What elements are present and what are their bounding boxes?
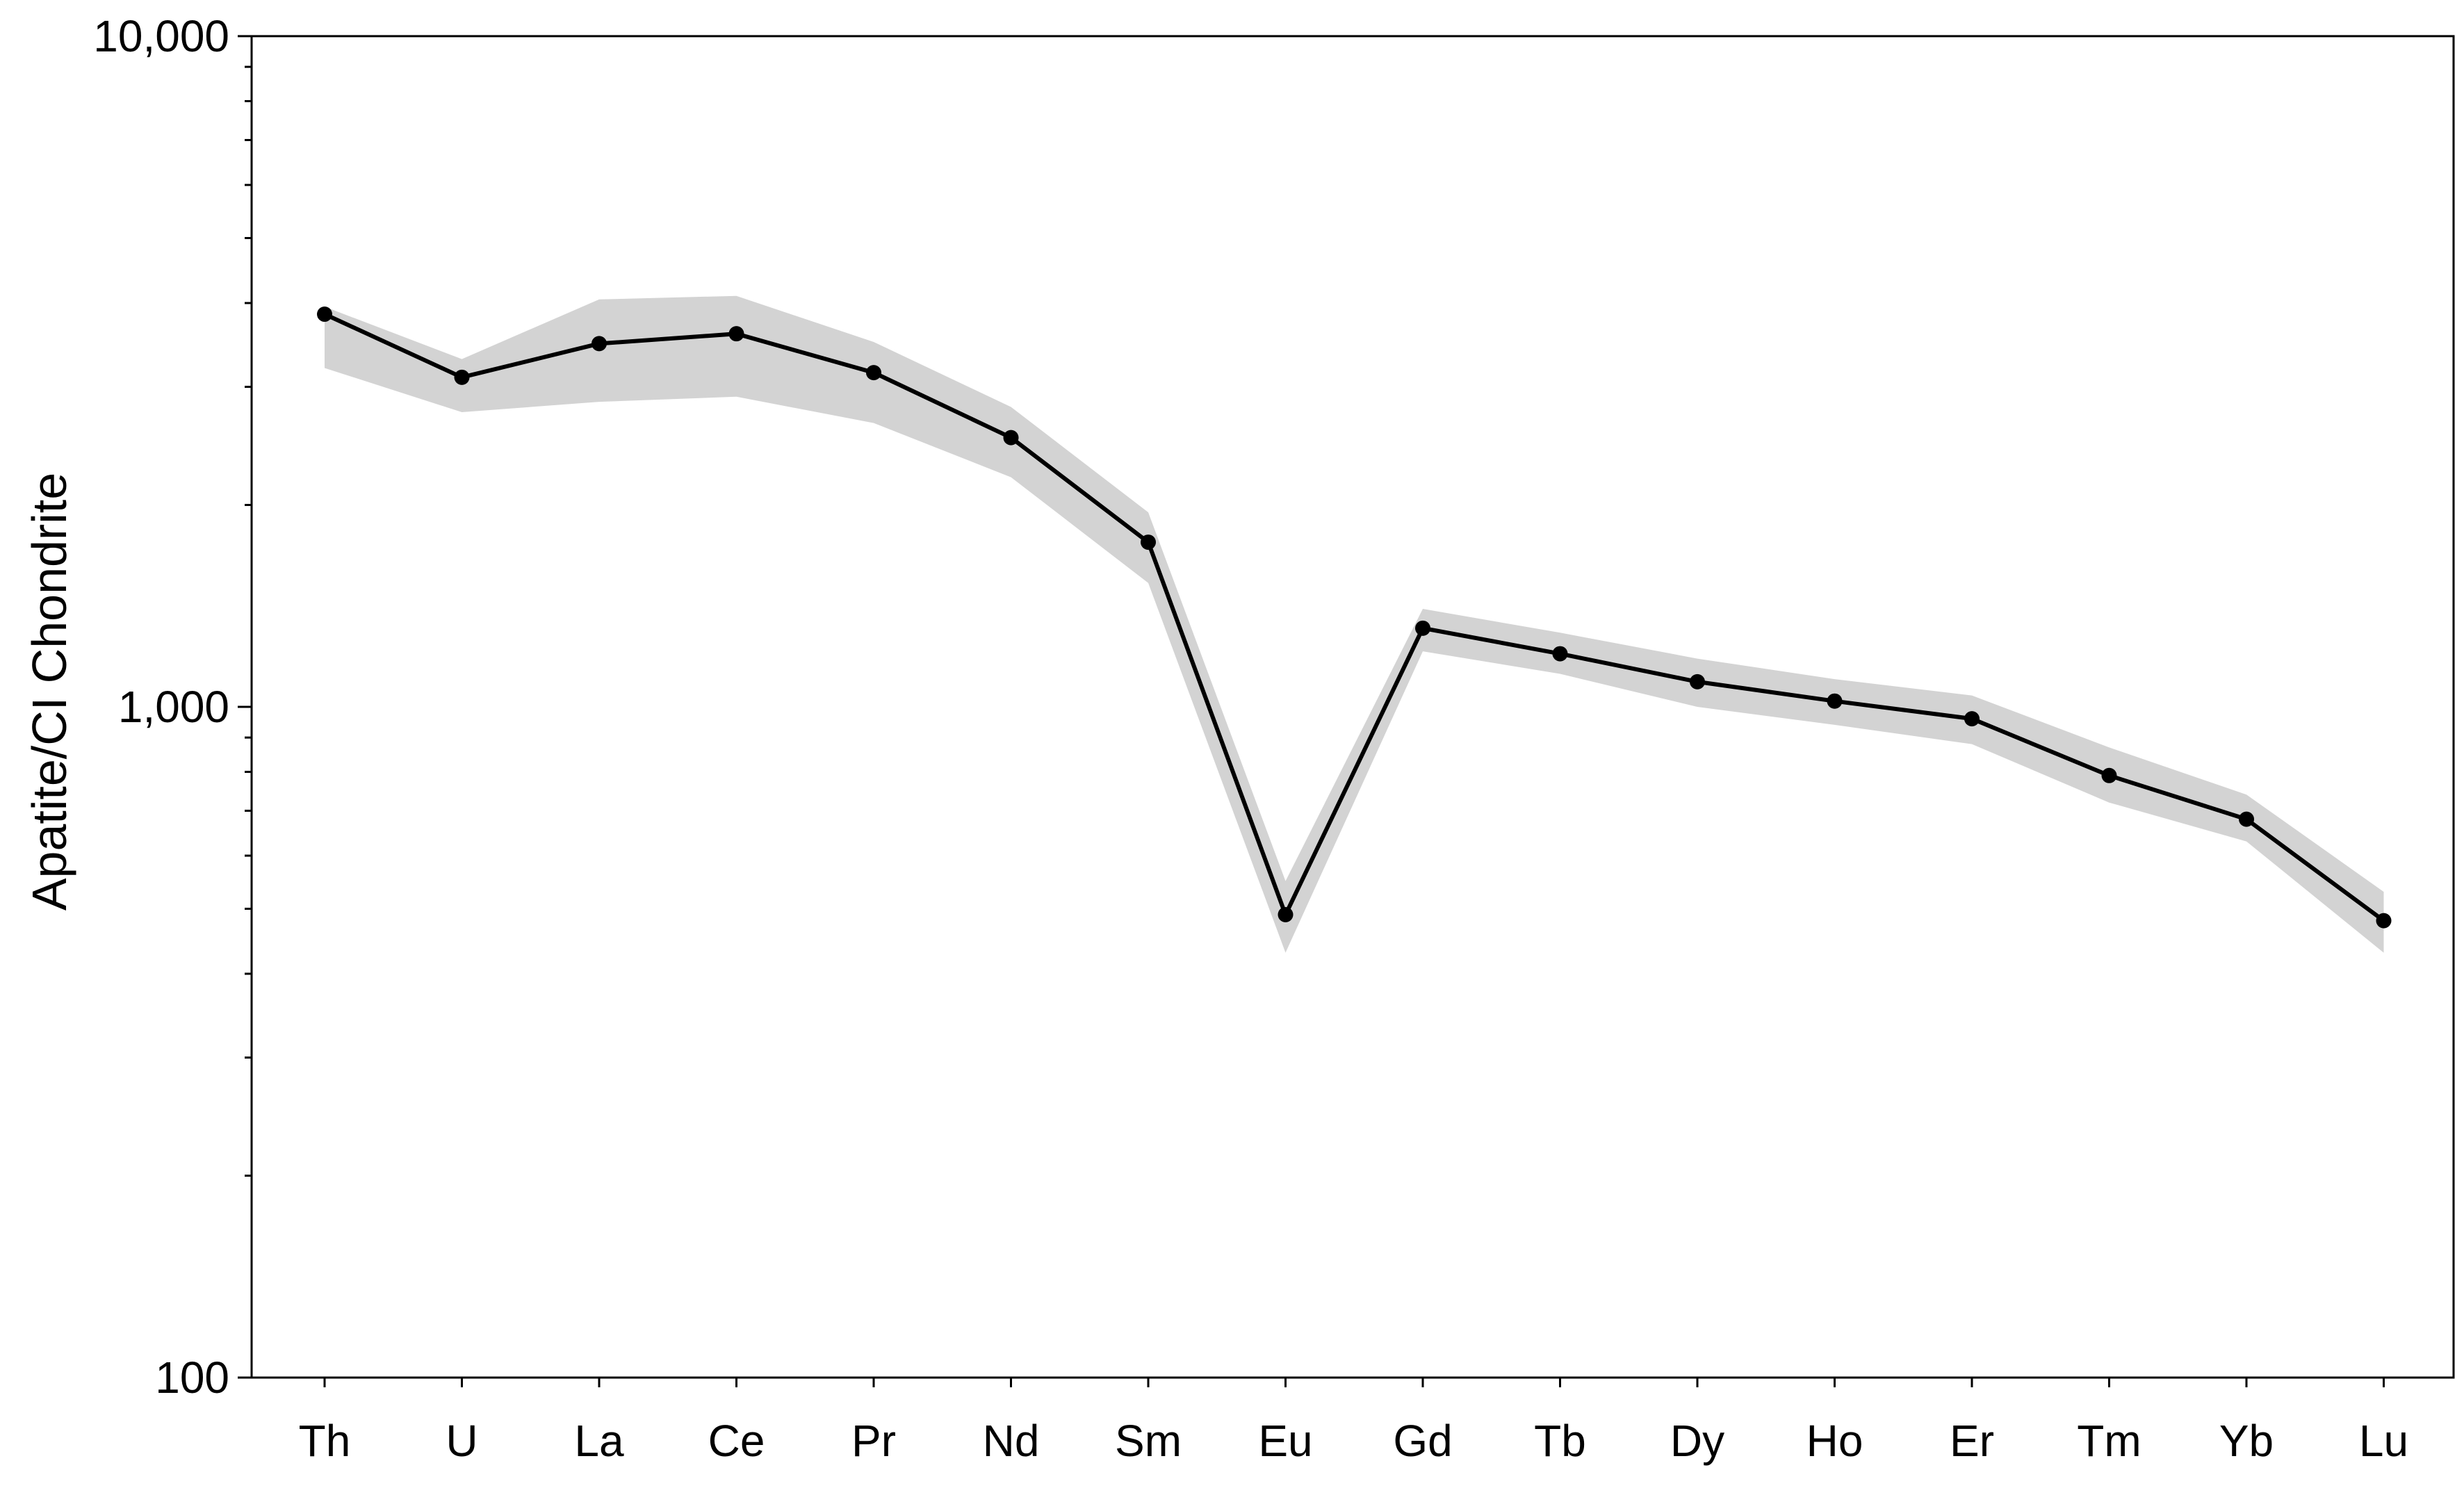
series-line-layer xyxy=(323,312,2385,923)
y-axis-label: Apatite/CI Chondrite xyxy=(22,473,76,911)
data-point-Th xyxy=(317,307,332,322)
data-point-Nd xyxy=(1003,430,1019,446)
data-point-Lu xyxy=(2376,913,2392,929)
y-tick-label: 1,000 xyxy=(118,682,229,732)
x-tick-label-Er: Er xyxy=(1950,1416,1994,1466)
x-tick-label-Sm: Sm xyxy=(1115,1416,1182,1466)
data-point-Ce xyxy=(728,326,744,342)
x-tick-label-La: La xyxy=(574,1416,624,1466)
x-tick-label-Gd: Gd xyxy=(1393,1416,1452,1466)
data-point-Sm xyxy=(1141,534,1156,550)
plot-frame xyxy=(250,35,2455,1379)
axes-layer xyxy=(250,35,2455,1379)
x-tick-label-Nd: Nd xyxy=(983,1416,1040,1466)
data-point-Dy xyxy=(1690,673,1705,689)
data-points-layer xyxy=(317,307,2392,929)
x-tick-label-Tb: Tb xyxy=(1534,1416,1586,1466)
x-tick-label-Dy: Dy xyxy=(1670,1416,1724,1466)
x-tick-label-Ce: Ce xyxy=(708,1416,765,1466)
y-ticks-layer: 100 1,000 10,000 xyxy=(93,11,252,1403)
x-tick-label-Lu: Lu xyxy=(2359,1416,2408,1466)
x-tick-label-Tm: Tm xyxy=(2077,1416,2141,1466)
range-band xyxy=(325,295,2384,953)
x-tick-label-Pr: Pr xyxy=(851,1416,896,1466)
x-tick-label-U: U xyxy=(446,1416,478,1466)
series-line-0 xyxy=(323,312,2385,923)
data-point-Er xyxy=(1964,711,1980,727)
x-ticks-layer: Th U La Ce Pr Nd Sm Eu Gd Tb Dy Ho Er Tm Yb Lu xyxy=(299,1378,2408,1466)
data-point-Yb xyxy=(2239,811,2254,827)
data-point-Tb xyxy=(1552,646,1568,662)
x-tick-label-Ho: Ho xyxy=(1806,1416,1863,1466)
data-point-Ho xyxy=(1827,693,1843,709)
data-point-U xyxy=(454,369,470,385)
x-tick-label-Yb: Yb xyxy=(2219,1416,2274,1466)
x-tick-label-Th: Th xyxy=(299,1416,351,1466)
data-point-Pr xyxy=(866,365,881,381)
range-band-layer xyxy=(325,295,2384,953)
y-tick-label: 10,000 xyxy=(93,11,229,61)
data-point-Eu xyxy=(1278,906,1294,922)
y-tick-label: 100 xyxy=(155,1353,229,1403)
data-point-La xyxy=(591,336,607,352)
x-tick-label-Eu: Eu xyxy=(1258,1416,1312,1466)
data-point-Tm xyxy=(2101,767,2117,783)
data-point-Gd xyxy=(1415,620,1430,636)
